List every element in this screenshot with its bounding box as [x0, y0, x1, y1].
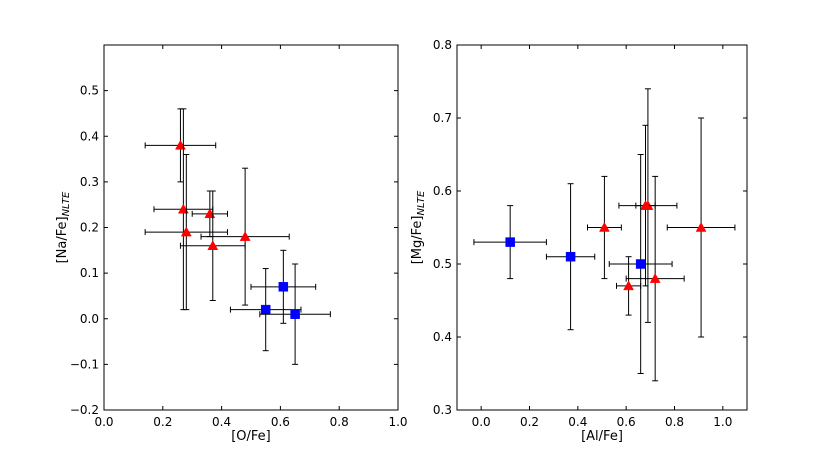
red-triangle-marker	[649, 273, 661, 283]
right-data-point	[473, 205, 547, 280]
right-y-tick-label: 0.3	[433, 403, 452, 417]
left-y-tick-label: 0.5	[80, 84, 99, 98]
blue-square-marker	[505, 237, 515, 247]
right-y-tick-label: 0.5	[433, 257, 452, 271]
red-triangle-marker	[695, 221, 707, 232]
right-x-tick-label: 0.2	[520, 415, 539, 429]
right-y-axis-label-subscript: NLTE	[416, 190, 427, 215]
left-y-tick-label: 0.2	[80, 221, 99, 235]
right-data-point	[608, 154, 673, 374]
left-x-tick-label: 0.8	[330, 415, 349, 429]
blue-square-marker	[260, 304, 271, 315]
left-y-axis-label-subscript: NLTE	[61, 191, 72, 216]
right-y-axis-label: [Mg/Fe]NLTE	[410, 190, 427, 264]
left-x-tick-label: 0.2	[153, 415, 172, 429]
left-y-tick-label: 0.0	[80, 312, 99, 326]
right-x-tick-label: 1.0	[713, 415, 732, 429]
red-triangle-marker	[207, 240, 219, 250]
left-data-point	[229, 268, 302, 352]
right-x-tick-label: 0.8	[665, 415, 684, 429]
right-y-axis-label-main: [Mg/Fe]	[410, 216, 425, 265]
left-y-tick-label: 0.4	[80, 129, 99, 143]
blue-square-marker	[290, 309, 300, 319]
left-panel-marks	[144, 108, 331, 365]
right-panel-marks	[473, 88, 736, 382]
right-data-point	[545, 183, 596, 331]
red-triangle-marker	[623, 280, 635, 291]
red-triangle-marker	[239, 231, 251, 241]
blue-square-marker	[635, 259, 646, 269]
left-data-point	[259, 263, 331, 365]
right-x-tick-label: 0.4	[568, 415, 587, 429]
right-x-tick-label: 0.0	[472, 415, 491, 429]
right-data-point	[587, 175, 622, 280]
right-plot-frame	[456, 44, 748, 411]
left-y-tick-label: −0.2	[70, 403, 99, 417]
left-x-tick-label: 0.0	[94, 415, 113, 429]
left-x-tick-label: 0.6	[271, 415, 290, 429]
left-data-point	[144, 154, 228, 311]
left-data-point	[250, 249, 317, 324]
right-panel: 0.0 0.2 0.4 0.6 0.8 1.0 0.3 0.4 0.5 0.6 0.7 0.8 [Al…	[410, 38, 748, 444]
left-y-tick-label: 0.1	[80, 266, 99, 280]
red-triangle-marker	[180, 226, 192, 237]
left-data-point	[200, 167, 290, 306]
right-data-point	[635, 124, 656, 287]
right-y-tick-label: 0.6	[433, 184, 452, 198]
left-data-point	[191, 190, 228, 238]
right-y-tick-label: 0.8	[433, 38, 452, 52]
red-triangle-marker	[598, 221, 610, 232]
right-panel-ticks: 0.0 0.2 0.4 0.6 0.8 1.0 0.3 0.4 0.5 0.6 0.7 0.8	[433, 38, 747, 429]
right-x-tick-label: 0.6	[617, 415, 636, 429]
right-y-tick-label: 0.7	[433, 111, 452, 125]
left-y-axis-label-main: [Na/Fe]	[55, 216, 70, 263]
left-y-axis-label: [Na/Fe]NLTE	[55, 191, 72, 263]
right-data-point	[666, 117, 736, 338]
left-data-point	[153, 108, 214, 311]
left-panel-ticks: 0.0 0.2 0.4 0.6 0.8 1.0 −0.2 −0.1 0.0 0.1 0.2 0.3 0.…	[70, 45, 408, 429]
left-x-tick-label: 1.0	[388, 415, 407, 429]
right-x-axis-label: [Al/Fe]	[581, 429, 623, 444]
right-data-point	[625, 175, 685, 382]
left-y-tick-label: −0.1	[70, 357, 99, 371]
red-triangle-marker	[640, 200, 651, 210]
blue-square-marker	[565, 251, 576, 262]
blue-square-marker	[278, 282, 289, 292]
left-panel: 0.0 0.2 0.4 0.6 0.8 1.0 −0.2 −0.1 0.0 0.1 0.2 0.3 0.…	[55, 44, 408, 444]
left-x-axis-label: [O/Fe]	[231, 429, 271, 444]
left-y-tick-label: 0.3	[80, 175, 99, 189]
left-x-tick-label: 0.4	[212, 415, 231, 429]
right-y-tick-label: 0.4	[433, 330, 452, 344]
